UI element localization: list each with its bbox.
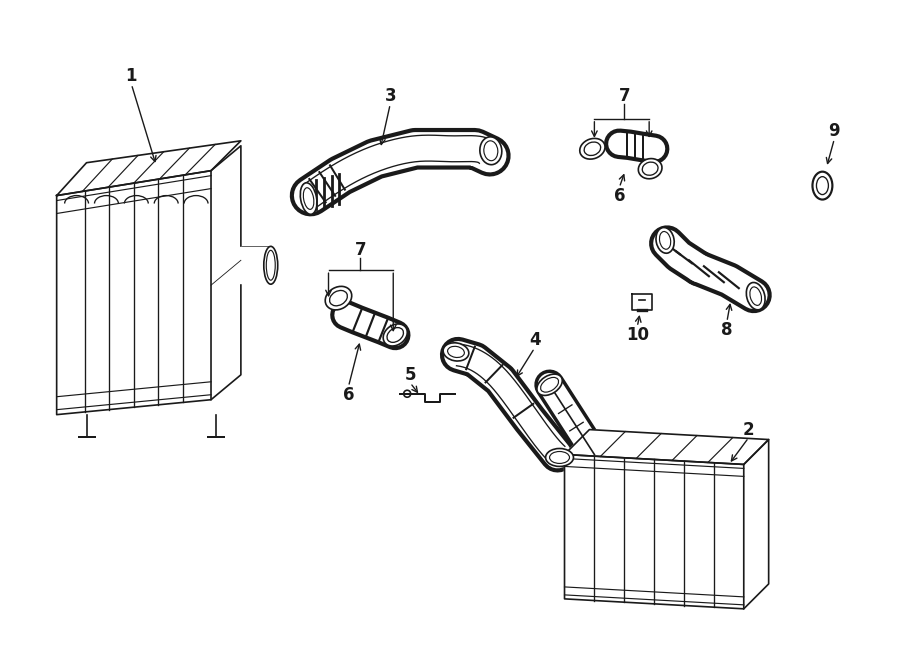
- Polygon shape: [211, 146, 241, 400]
- Text: 7: 7: [618, 87, 630, 105]
- Ellipse shape: [383, 324, 408, 346]
- Ellipse shape: [264, 247, 278, 284]
- Polygon shape: [57, 171, 211, 414]
- Ellipse shape: [301, 183, 317, 214]
- Polygon shape: [226, 247, 271, 283]
- Text: 4: 4: [529, 331, 541, 349]
- Text: 8: 8: [721, 321, 733, 339]
- Text: 3: 3: [384, 87, 396, 105]
- Polygon shape: [57, 141, 241, 196]
- Ellipse shape: [537, 374, 562, 395]
- Text: 6: 6: [343, 386, 355, 404]
- Ellipse shape: [813, 172, 833, 200]
- Polygon shape: [564, 455, 743, 609]
- Text: 7: 7: [355, 241, 366, 259]
- Text: 10: 10: [626, 326, 649, 344]
- Text: 1: 1: [126, 67, 137, 85]
- Ellipse shape: [443, 343, 469, 361]
- Ellipse shape: [325, 286, 352, 310]
- Text: 9: 9: [829, 122, 841, 140]
- Ellipse shape: [480, 137, 502, 165]
- Ellipse shape: [656, 227, 674, 253]
- Ellipse shape: [746, 282, 765, 310]
- Text: 6: 6: [614, 186, 625, 204]
- Polygon shape: [743, 440, 769, 609]
- Ellipse shape: [580, 138, 605, 159]
- Text: 2: 2: [742, 420, 754, 439]
- Ellipse shape: [545, 449, 573, 467]
- Polygon shape: [564, 430, 769, 465]
- Ellipse shape: [638, 159, 662, 178]
- Text: 5: 5: [404, 366, 416, 384]
